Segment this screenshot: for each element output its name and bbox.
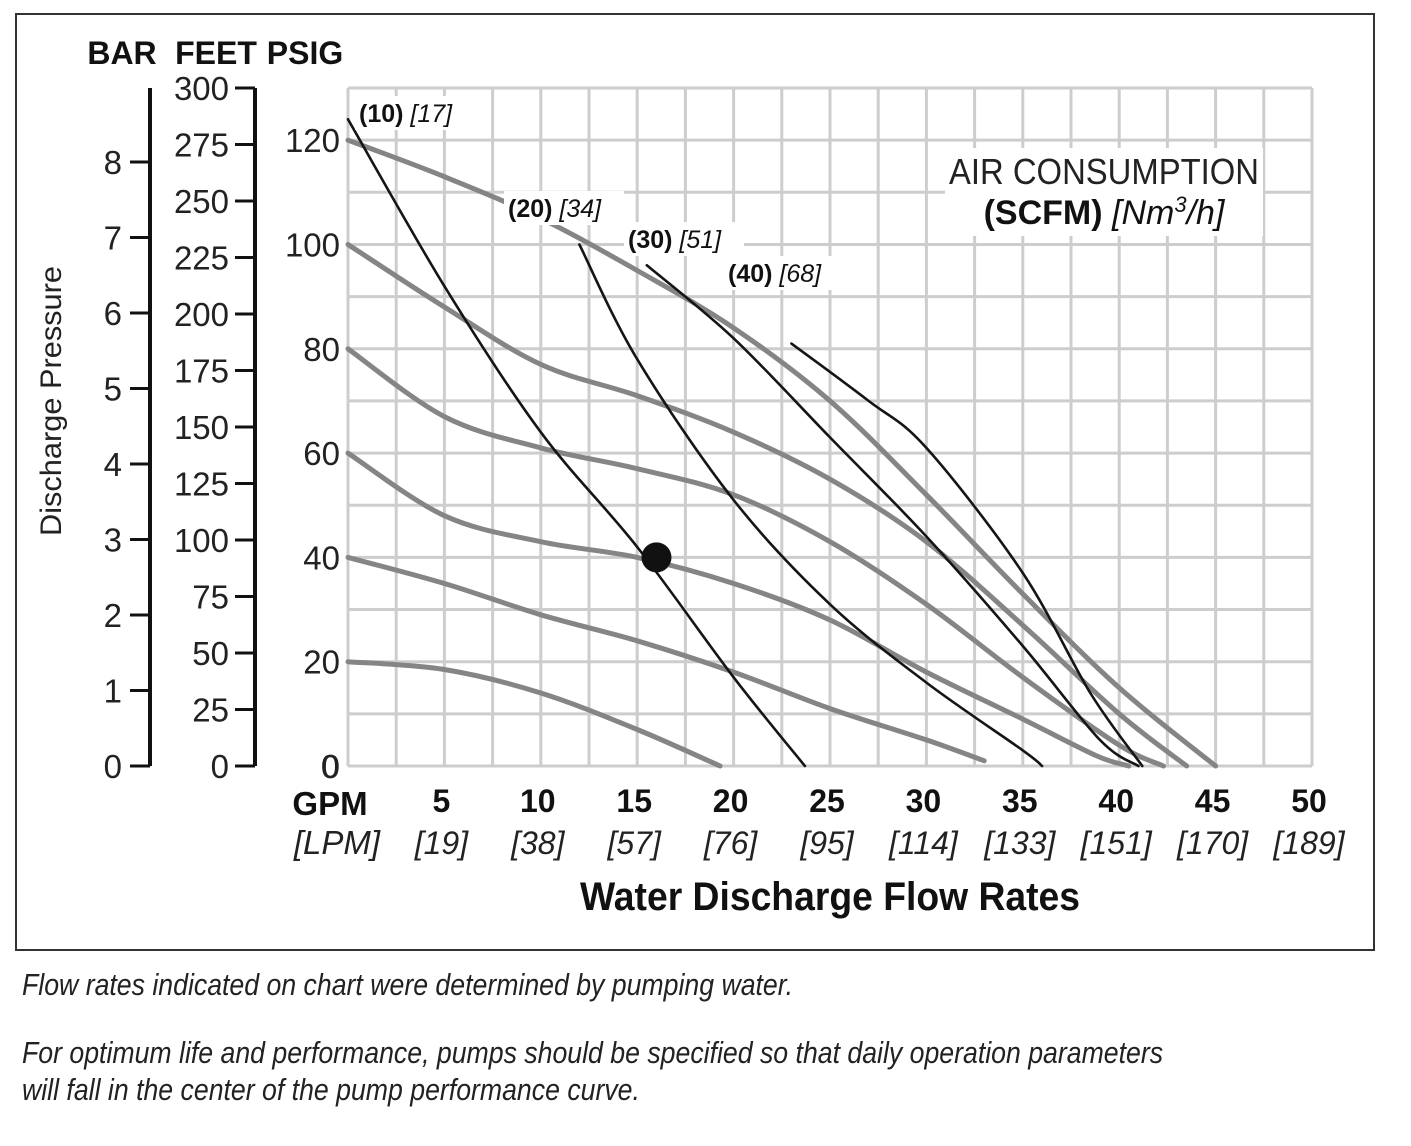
air-curve-label-background [504, 191, 624, 225]
operating-point-marker [641, 542, 672, 573]
x-tick-gpm-label: 20 [713, 783, 749, 819]
bar-tick-label: 0 [104, 748, 122, 785]
pressure-curve [345, 659, 723, 769]
chart-frame [15, 13, 1375, 951]
curves [345, 118, 1219, 769]
psig-tick-label: 120 [285, 122, 340, 159]
x-tick-lpm-label: [170] [1176, 825, 1249, 861]
feet-tick-label: 300 [174, 70, 229, 107]
feet-tick-label: 250 [174, 183, 229, 220]
x-tick-lpm-label: [151] [1080, 825, 1153, 861]
x-tick-lpm-label: [76] [703, 825, 758, 861]
air-consumption-title-background [945, 148, 1263, 236]
x-tick-lpm-label: [57] [607, 825, 662, 861]
x-origin-label: 0 [321, 748, 339, 785]
air-consumption-title: AIR CONSUMPTION [949, 151, 1259, 192]
x-axis-title: Water Discharge Flow Rates [580, 875, 1080, 919]
feet-tick-label: 200 [174, 296, 229, 333]
note-optimum-life-line1: For optimum life and performance, pumps … [22, 1035, 1164, 1070]
x-tick-gpm-label: 10 [520, 783, 556, 819]
bar-tick-label: 1 [104, 673, 122, 710]
psig-tick-label: 0 [322, 748, 340, 785]
pump-performance-chart: 0204060801001200255075100125150175200225… [35, 35, 1346, 919]
air-consumption-curve [645, 264, 1140, 768]
feet-tick-label: 125 [174, 466, 229, 503]
feet-tick-label: 100 [174, 522, 229, 559]
air-consumption-units: (SCFM) [Nm3/h] [984, 192, 1226, 232]
air-curve-label: (10) [17] [359, 100, 453, 128]
air-consumption-curve [578, 243, 1044, 768]
air-curve-label-background [724, 256, 844, 290]
air-consumption-curve [790, 342, 1144, 768]
x-tick-lpm-label: [189] [1272, 825, 1345, 861]
bar-tick-label: 3 [104, 522, 122, 559]
bar-tick-label: 5 [104, 371, 122, 408]
bar-tick-label: 2 [104, 597, 122, 634]
air-curve-label-background [624, 222, 744, 256]
axes [130, 86, 257, 768]
bar-tick-label: 7 [104, 220, 122, 257]
bar-tick-label: 6 [104, 295, 122, 332]
note-optimum-life-line2: will fall in the center of the pump perf… [22, 1072, 640, 1107]
air-curve-label: (20) [34] [508, 195, 602, 223]
x-tick-lpm-label: [114] [888, 825, 959, 861]
pressure-curve [345, 346, 1166, 769]
pressure-curve [345, 554, 987, 764]
feet-tick-label: 75 [192, 579, 229, 616]
pressure-curve [345, 137, 1219, 769]
x-tick-lpm-label: [95] [799, 825, 854, 861]
psig-tick-label: 80 [303, 331, 340, 368]
x-tick-lpm-label: [133] [983, 825, 1056, 861]
x-tick-gpm-label: 30 [906, 783, 942, 819]
air-curve-label: (40) [68] [728, 260, 822, 288]
air-consumption-curve [346, 118, 807, 768]
pressure-curve [345, 450, 1132, 769]
x-unit-lpm: [LPM] [293, 824, 381, 861]
air-curve-label-background [355, 96, 475, 130]
bar-tick-label: 4 [104, 446, 122, 483]
pressure-curve [345, 242, 1190, 769]
feet-tick-label: 275 [174, 127, 229, 164]
x-tick-lpm-label: [19] [414, 825, 469, 861]
x-tick-gpm-label: 25 [809, 783, 845, 819]
x-tick-gpm-label: 50 [1291, 783, 1327, 819]
feet-tick-label: 175 [174, 353, 229, 390]
y-axis-title: Discharge Pressure [35, 266, 68, 536]
feet-tick-label: 50 [192, 635, 229, 672]
x-unit-gpm: GPM [292, 785, 367, 822]
psig-tick-label: 60 [303, 435, 340, 472]
labels: 0204060801001200255075100125150175200225… [35, 35, 1346, 919]
psig-tick-label: 100 [285, 226, 340, 263]
psig-tick-label: 20 [303, 644, 340, 681]
x-tick-gpm-label: 45 [1195, 783, 1231, 819]
air-curve-label: (30) [51] [628, 226, 722, 254]
feet-tick-label: 150 [174, 409, 229, 446]
bar-axis-header: BAR [87, 35, 156, 71]
psig-tick-label: 40 [303, 539, 340, 576]
x-tick-gpm-label: 15 [616, 783, 652, 819]
x-tick-gpm-label: 35 [1002, 783, 1038, 819]
psig-axis-header: PSIG [267, 35, 343, 71]
feet-tick-label: 25 [192, 692, 229, 729]
feet-tick-label: 225 [174, 240, 229, 277]
x-tick-lpm-label: [38] [510, 825, 565, 861]
x-tick-gpm-label: 5 [433, 783, 451, 819]
note-water-pumping: Flow rates indicated on chart were deter… [22, 967, 794, 1002]
x-tick-gpm-label: 40 [1098, 783, 1134, 819]
feet-axis-header: FEET [175, 35, 257, 71]
feet-tick-label: 0 [211, 748, 229, 785]
bar-tick-label: 8 [104, 144, 122, 181]
